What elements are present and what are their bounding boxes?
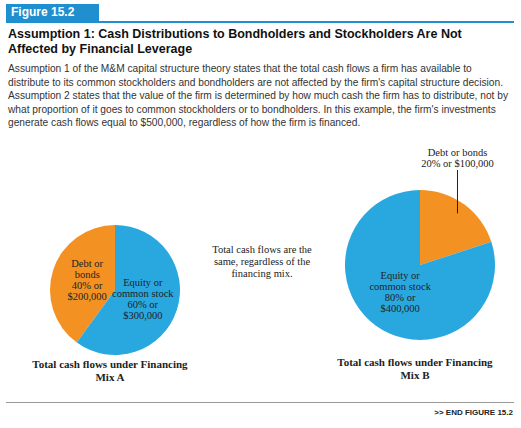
svg-text:Debt orbonds40% or$200,000: Debt orbonds40% or$200,000 <box>67 258 106 302</box>
html-text:>> END FIGURE 15.2: >> END FIGURE 15.2 <box>434 408 513 417</box>
svg-text:Equity orcommon stock60% or$30: Equity orcommon stock60% or$300,000 <box>112 277 174 321</box>
svg-text:Equity orcommon stock80% or$40: Equity orcommon stock80% or$400,000 <box>369 270 431 314</box>
html-text:Assumption 1: Cash Distributio: Assumption 1: Cash Distributions to Bond… <box>8 27 462 56</box>
html-text:Assumption 1 of the M&M capita: Assumption 1 of the M&M capital structur… <box>8 63 508 128</box>
svg-text:Debt or bonds20% or $100,000: Debt or bonds20% or $100,000 <box>421 147 494 169</box>
html-text:Figure 15.2: Figure 15.2 <box>11 5 75 19</box>
html-text:Total cash flows under Financi: Total cash flows under Financing Mix B <box>337 356 493 381</box>
html-text:Total cash flows under Financi: Total cash flows under Financing Mix A <box>32 358 188 383</box>
html-text:Total cash flows are the same,: Total cash flows are the same, regardles… <box>212 244 312 279</box>
